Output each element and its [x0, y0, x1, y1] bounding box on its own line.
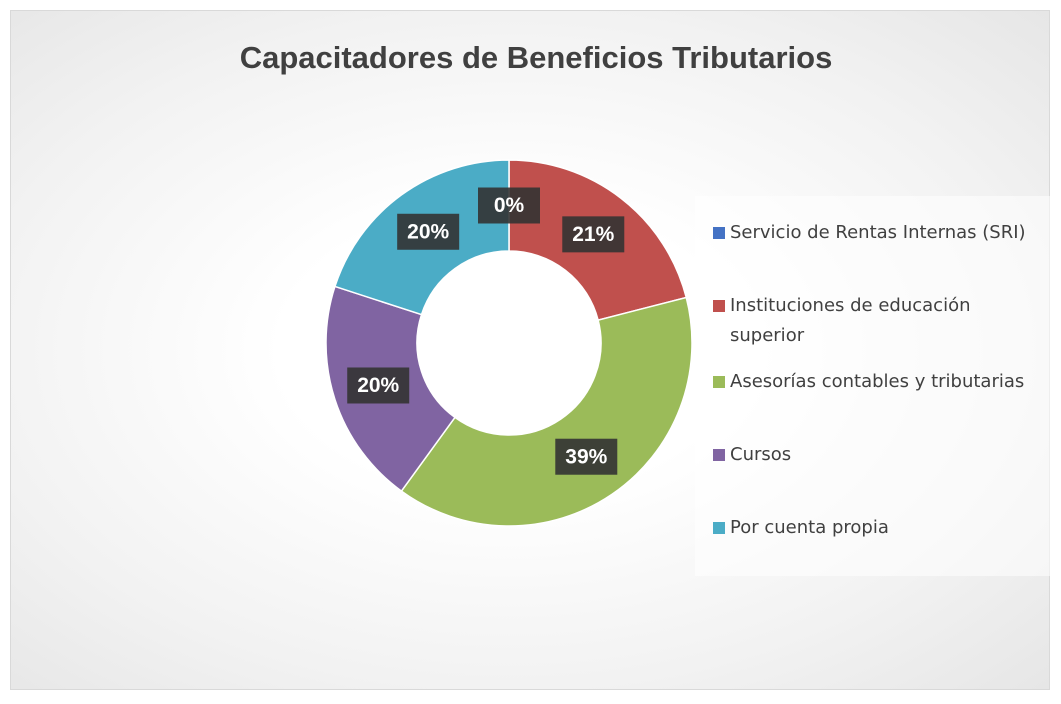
data-label-text: 20%: [357, 374, 399, 397]
data-label: 20%: [397, 213, 460, 250]
data-label-text: 21%: [572, 223, 614, 246]
data-label-box: [555, 438, 618, 475]
data-label: 0%: [478, 187, 540, 224]
legend-entry: Instituciones de educación superior: [713, 291, 1038, 351]
legend-swatch: [713, 449, 725, 461]
legend-label: Cursos: [730, 444, 792, 465]
legend-entry: Asesorías contables y tributarias: [713, 367, 1038, 397]
legend: Servicio de Rentas Internas (SRI) Institu…: [695, 196, 1050, 576]
legend-entry: Servicio de Rentas Internas (SRI): [713, 218, 1038, 248]
data-label-text: 39%: [565, 445, 607, 468]
legend-label: Instituciones de educación superior: [730, 295, 971, 346]
chart-title: Capacitadores de Beneficios Tributarios: [240, 40, 833, 75]
data-label-box: [478, 187, 540, 224]
data-label: 21%: [562, 216, 625, 253]
data-label-box: [397, 213, 460, 250]
data-label-text: 0%: [494, 194, 525, 217]
data-label: 20%: [347, 367, 410, 404]
data-label-text: 20%: [407, 220, 449, 243]
legend-label: Asesorías contables y tributarias: [730, 371, 1025, 392]
legend-swatch: [713, 376, 725, 388]
legend-entry: Cursos: [713, 440, 1038, 470]
donut-slice: [400, 296, 693, 527]
legend-label: Por cuenta propia: [730, 517, 889, 538]
legend-entry: Por cuenta propia: [713, 513, 1038, 543]
data-label: 39%: [555, 438, 618, 475]
legend-label: Servicio de Rentas Internas (SRI): [730, 222, 1026, 243]
legend-swatch: [713, 522, 725, 534]
data-label-box: [562, 216, 625, 253]
legend-swatch: [713, 227, 725, 239]
legend-swatch: [713, 300, 725, 312]
data-label-box: [347, 367, 410, 404]
